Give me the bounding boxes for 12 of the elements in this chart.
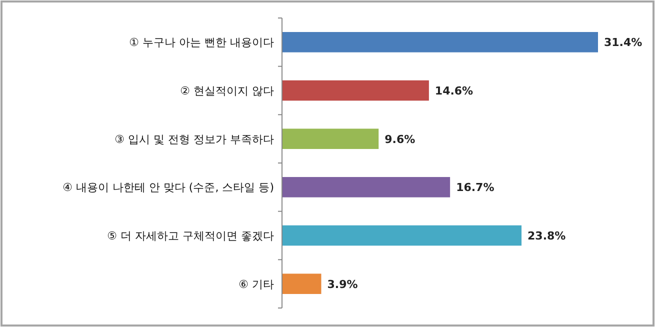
y-tick-label: ⑤ 더 자세하고 구체적이면 좋겠다 xyxy=(107,230,274,242)
data-label: 3.9% xyxy=(327,278,358,291)
data-label: 31.4% xyxy=(604,36,642,50)
y-tick-label: ① 누구나 아는 뻔한 내용이다 xyxy=(129,36,274,50)
y-tick-label: ⑥ 기타 xyxy=(238,278,274,291)
data-label: 14.6% xyxy=(434,84,474,98)
y-tick-label: ② 현실적이지 않다 xyxy=(180,84,274,98)
data-label: 9.6% xyxy=(384,132,416,146)
data-label: 23.8% xyxy=(528,230,566,242)
data-label: 16.7% xyxy=(456,181,494,194)
y-tick-label: ④ 내용이 나한테 안 맞다 (수준, 스타일 등) xyxy=(62,181,274,194)
y-tick-label: ③ 입시 및 전형 정보가 부족하다 xyxy=(114,132,274,146)
